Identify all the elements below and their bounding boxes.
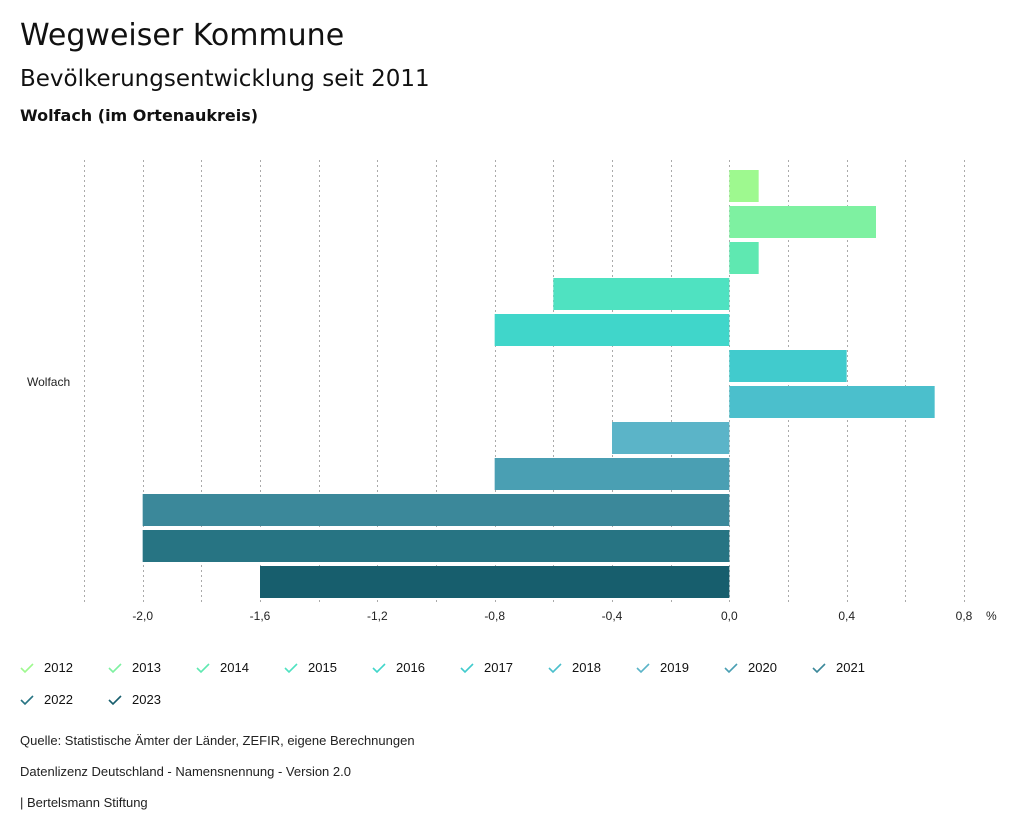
chart-title: Bevölkerungsentwicklung seit 2011 (20, 66, 430, 92)
legend-label: 2016 (396, 660, 425, 675)
bar-2018 (729, 386, 935, 418)
bar-2014 (729, 242, 759, 274)
legend-label: 2015 (308, 660, 337, 675)
category-label: Wolfach (27, 375, 70, 389)
legend-item-2017[interactable]: 2017 (460, 660, 513, 675)
legend-item-2012[interactable]: 2012 (20, 660, 73, 675)
legend-item-2013[interactable]: 2013 (108, 660, 161, 675)
legend-item-2021[interactable]: 2021 (812, 660, 865, 675)
source-text: Quelle: Statistische Ämter der Länder, Z… (20, 733, 415, 748)
bar-2016 (494, 314, 730, 346)
legend-label: 2013 (132, 660, 161, 675)
publisher-text: | Bertelsmann Stiftung (20, 795, 148, 810)
x-tick-label: -1,2 (367, 609, 388, 623)
legend-item-2019[interactable]: 2019 (636, 660, 689, 675)
legend-item-2023[interactable]: 2023 (108, 692, 161, 707)
bar-2019 (612, 422, 730, 454)
legend-item-2022[interactable]: 2022 (20, 692, 73, 707)
check-icon (196, 662, 210, 673)
region-label: Wolfach (im Ortenaukreis) (20, 106, 259, 125)
legend-label: 2017 (484, 660, 513, 675)
license-text: Datenlizenz Deutschland - Namensnennung … (20, 764, 351, 779)
legend-item-2018[interactable]: 2018 (548, 660, 601, 675)
bar-2021 (142, 494, 730, 526)
legend-item-2016[interactable]: 2016 (372, 660, 425, 675)
bar-2022 (142, 530, 730, 562)
bar-2013 (729, 206, 876, 238)
page-title: Wegweiser Kommune (20, 18, 345, 53)
check-icon (284, 662, 298, 673)
legend-label: 2014 (220, 660, 249, 675)
bar-2020 (494, 458, 730, 490)
check-icon (460, 662, 474, 673)
check-icon (20, 694, 34, 705)
x-unit-label: % (986, 609, 997, 623)
check-icon (108, 662, 122, 673)
bar-2023 (260, 566, 730, 598)
x-tick-label: 0,0 (721, 609, 738, 623)
legend-label: 2018 (572, 660, 601, 675)
bar-2017 (729, 350, 847, 382)
x-tick-label: -1,6 (250, 609, 271, 623)
x-tick-label: 0,4 (838, 609, 855, 623)
check-icon (548, 662, 562, 673)
x-tick-label: 0,8 (956, 609, 973, 623)
legend-label: 2021 (836, 660, 865, 675)
x-tick-label: -2,0 (132, 609, 153, 623)
x-tick-label: -0,8 (484, 609, 505, 623)
legend-label: 2022 (44, 692, 73, 707)
legend-label: 2012 (44, 660, 73, 675)
legend-item-2014[interactable]: 2014 (196, 660, 249, 675)
bar-2015 (553, 278, 730, 310)
legend-label: 2019 (660, 660, 689, 675)
legend-label: 2020 (748, 660, 777, 675)
legend-item-2020[interactable]: 2020 (724, 660, 777, 675)
check-icon (372, 662, 386, 673)
legend-item-2015[interactable]: 2015 (284, 660, 337, 675)
check-icon (636, 662, 650, 673)
check-icon (724, 662, 738, 673)
bar-chart: -2,0 -1,6 -1,2 -0,8 -0,4 0,0 0,4 0,8 % Wolfach (27, 160, 997, 623)
x-tick-label: -0,4 (602, 609, 623, 623)
legend-label: 2023 (132, 692, 161, 707)
check-icon (20, 662, 34, 673)
check-icon (108, 694, 122, 705)
bar-2012 (729, 170, 759, 202)
check-icon (812, 662, 826, 673)
